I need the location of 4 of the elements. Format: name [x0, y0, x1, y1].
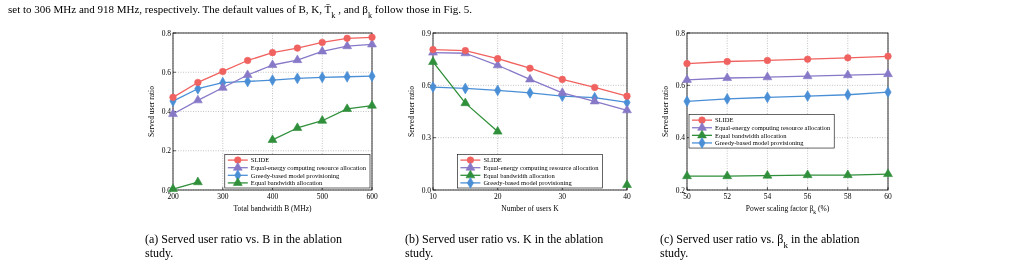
- text: (a) Served user ratio vs. B in the ablation study.: [145, 232, 342, 260]
- text: set to 306 MHz and 918 MHz, respectively. The default values of B, K, T̄$_{k}$, and β$_{k}$ follow those in Fig. 5.: [8, 3, 473, 20]
- text: (c) Served user ratio vs. β$_{k}$ in the ablation study.: [660, 232, 860, 260]
- text: (b) Served user ratio vs. K in the ablation study.: [405, 232, 604, 260]
